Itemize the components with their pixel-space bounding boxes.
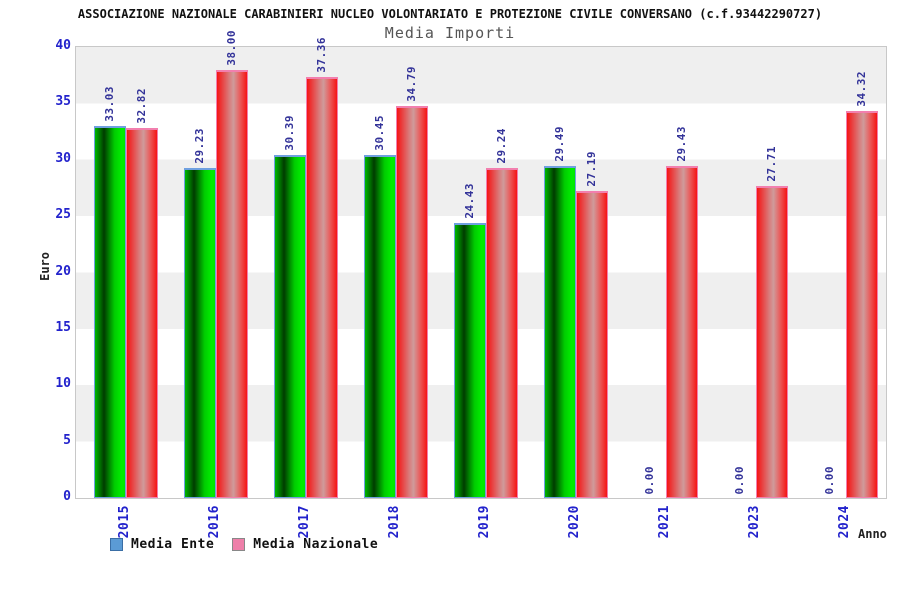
bar-media-nazionale-2019	[486, 168, 518, 498]
legend-swatch-media-ente	[110, 538, 123, 551]
bar-media-ente-2020	[544, 166, 576, 498]
y-tick-35: 35	[55, 94, 71, 110]
x-tick-2023: 2023	[747, 505, 762, 539]
legend-label-media-nazionale: Media Nazionale	[253, 537, 379, 552]
bar-media-ente-2018	[364, 155, 396, 498]
bar-media-ente-2015	[94, 126, 126, 498]
legend: Media Ente Media Nazionale	[110, 537, 396, 552]
value-label-media-ente-2024: 0.00	[823, 465, 836, 495]
y-tick-30: 30	[55, 150, 71, 166]
bar-media-nazionale-2021	[666, 166, 698, 498]
value-label-media-ente-2023: 0.00	[733, 465, 746, 495]
y-tick-0: 0	[63, 489, 71, 504]
bar-media-nazionale-2020	[576, 191, 608, 498]
x-tick-2015: 2015	[117, 505, 132, 539]
bar-media-nazionale-2024	[846, 111, 878, 498]
value-label-media-nazionale-2023: 27.71	[765, 146, 778, 182]
value-label-media-ente-2015: 33.03	[103, 86, 116, 122]
value-label-media-nazionale-2024: 34.32	[855, 71, 868, 107]
plot-area: 33.03 32.82 29.23 38.00 30.39 37.36 30.45 34.79…	[75, 30, 887, 499]
value-label-media-ente-2018: 30.45	[373, 115, 386, 151]
y-tick-25: 25	[55, 207, 71, 223]
y-tick-40: 40	[55, 38, 71, 53]
value-label-media-nazionale-2019: 29.24	[495, 128, 508, 164]
x-tick-2016: 2016	[207, 505, 222, 539]
y-tick-5: 5	[63, 432, 71, 448]
chart-subtitle: Media Importi	[384, 24, 516, 42]
y-tick-15: 15	[55, 319, 71, 335]
bar-media-ente-2019	[454, 223, 486, 498]
x-axis-title: Anno	[858, 527, 887, 541]
value-label-media-nazionale-2020: 27.19	[585, 151, 598, 187]
legend-swatch-media-nazionale	[232, 538, 246, 551]
x-tick-2021: 2021	[657, 505, 672, 539]
x-tick-2020: 2020	[567, 505, 582, 539]
value-label-media-nazionale-2016: 38.00	[225, 30, 238, 66]
value-label-media-ente-2020: 29.49	[553, 126, 566, 162]
value-label-media-ente-2017: 30.39	[283, 115, 296, 151]
y-tick-10: 10	[55, 376, 71, 392]
value-label-media-ente-2016: 29.23	[193, 128, 206, 164]
y-tick-20: 20	[55, 263, 71, 279]
value-label-media-ente-2019: 24.43	[463, 183, 476, 219]
bar-media-nazionale-2023	[756, 186, 788, 498]
bar-media-nazionale-2016	[216, 70, 248, 498]
value-label-media-nazionale-2015: 32.82	[135, 88, 148, 124]
bar-media-nazionale-2015	[126, 128, 158, 498]
value-label-media-nazionale-2017: 37.36	[315, 37, 328, 73]
value-label-media-nazionale-2018: 34.79	[405, 66, 418, 102]
x-tick-2018: 2018	[387, 505, 402, 539]
legend-label-media-ente: Media Ente	[131, 537, 215, 552]
bar-media-nazionale-2017	[306, 77, 338, 498]
chart-title: ASSOCIAZIONE NAZIONALE CARABINIERI NUCLE…	[77, 7, 823, 21]
value-label-media-nazionale-2021: 29.43	[675, 126, 688, 162]
x-tick-2017: 2017	[297, 505, 312, 539]
value-label-media-ente-2021: 0.00	[643, 465, 656, 495]
bar-media-ente-2016	[184, 168, 216, 498]
bar-media-ente-2017	[274, 155, 306, 498]
x-tick-2019: 2019	[477, 505, 492, 539]
bar-media-nazionale-2018	[396, 106, 428, 498]
x-tick-2024: 2024	[837, 505, 852, 539]
